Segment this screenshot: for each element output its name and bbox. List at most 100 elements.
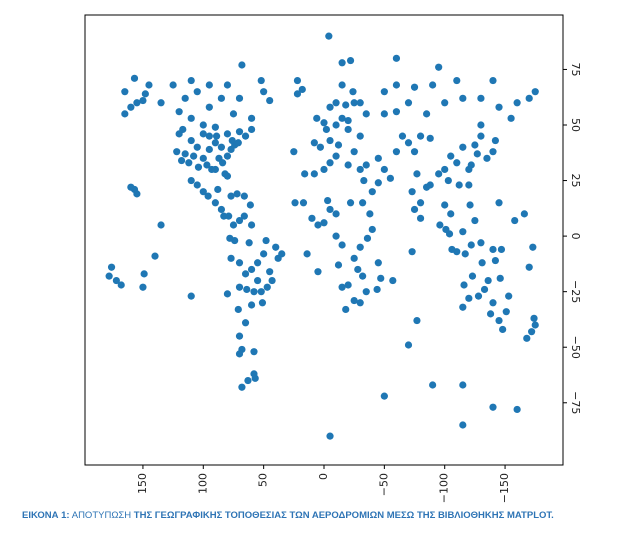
point [325,32,333,40]
point [185,159,193,167]
point [362,110,370,118]
point [247,265,256,274]
x-tick-label: 0 [317,473,330,480]
point [193,88,201,96]
point [346,199,355,207]
point [380,165,388,174]
point [278,250,286,258]
point [233,190,241,198]
point [447,210,455,218]
point [205,81,213,89]
point [366,210,374,218]
point [199,188,207,196]
point [484,276,492,285]
point [342,101,350,109]
point [235,332,244,340]
point [260,88,268,96]
point [187,114,195,122]
point [465,181,473,189]
point [342,305,350,314]
point [410,205,419,214]
point [344,281,352,289]
point [272,243,280,251]
point [223,81,232,89]
point [413,316,421,325]
y-tick-label: −50 [569,336,582,359]
point [507,114,515,122]
x-tick-label: 150 [136,473,149,494]
point [338,241,346,249]
point [349,88,357,96]
x-tick-label: 50 [257,473,270,487]
point [356,299,364,307]
point [187,176,195,185]
point [513,405,521,414]
point [107,263,116,271]
point [413,170,421,178]
point [193,181,201,189]
point [187,76,195,85]
point [322,125,331,134]
point [426,134,434,142]
point [173,148,181,156]
point [429,381,437,389]
point [435,170,443,178]
point [246,201,254,209]
point [326,103,334,111]
point [151,252,159,260]
point [499,325,507,334]
point [386,174,394,182]
caption: ΕΙΚΟΝΑ 1: ΑΠΟΤΥΠΩΣΗ ΤΗΣ ΓΕΩΓΡΑΦΙΚΗΣ ΤΟΠΟ… [22,510,554,521]
point [190,152,198,160]
point [398,132,407,140]
point [416,132,425,140]
point [477,121,485,129]
point [175,108,183,116]
point [199,130,207,138]
point [250,288,258,296]
point [320,165,328,174]
point [468,272,477,280]
point [227,254,235,262]
point [133,99,141,107]
point [211,199,219,207]
caption-bold-text: ΤΗΣ ΓΕΩΓΡΑΦΙΚΗΣ ΤΟΠΟΘΕΣΙΑΣ ΤΩΝ ΑΕΡΟΔΡΟΜΙ… [134,510,505,521]
point [495,199,503,207]
point [444,176,452,185]
point [133,190,141,198]
point [489,76,497,85]
point [316,143,324,151]
point [489,148,497,156]
x-tick-label: 100 [196,473,209,494]
point [408,248,416,256]
point [199,154,207,162]
point [262,236,270,245]
point [139,96,147,105]
y-tick-label: 25 [569,174,582,188]
point [377,274,385,282]
point [117,281,125,289]
point [238,383,246,391]
point [157,221,165,229]
point [497,245,506,254]
point [293,90,302,98]
point [219,159,227,167]
point [477,94,485,102]
point [177,156,186,165]
point [141,90,149,98]
point [445,230,454,238]
point [310,170,318,178]
point [505,292,513,300]
point [338,283,346,291]
point [250,370,258,378]
point [483,154,491,162]
point [332,152,340,160]
point [477,239,485,247]
point [127,183,135,191]
point [241,319,250,327]
point [392,108,401,116]
point [205,132,213,140]
point [467,161,475,169]
point [258,299,267,307]
point [435,63,443,71]
